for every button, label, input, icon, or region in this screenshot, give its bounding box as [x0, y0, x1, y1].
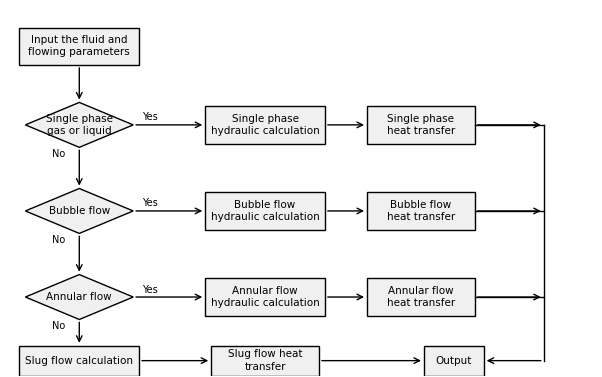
FancyBboxPatch shape [205, 278, 325, 316]
Text: Bubble flow
hydraulic calculation: Bubble flow hydraulic calculation [211, 200, 320, 222]
FancyBboxPatch shape [367, 106, 475, 144]
Text: Slug flow calculation: Slug flow calculation [25, 356, 133, 366]
Text: No: No [52, 235, 66, 245]
Polygon shape [25, 103, 133, 147]
FancyBboxPatch shape [424, 346, 484, 375]
Text: Slug flow heat
transfer: Slug flow heat transfer [228, 349, 302, 372]
Text: No: No [52, 149, 66, 159]
Text: Single phase
heat transfer: Single phase heat transfer [386, 114, 455, 136]
Text: Output: Output [436, 356, 472, 366]
Polygon shape [25, 188, 133, 233]
Text: Bubble flow
heat transfer: Bubble flow heat transfer [386, 200, 455, 222]
Text: Yes: Yes [142, 112, 158, 123]
Text: Annular flow
hydraulic calculation: Annular flow hydraulic calculation [211, 286, 320, 308]
FancyBboxPatch shape [211, 346, 319, 375]
Text: Annular flow
heat transfer: Annular flow heat transfer [386, 286, 455, 308]
FancyBboxPatch shape [367, 278, 475, 316]
FancyBboxPatch shape [205, 192, 325, 230]
FancyBboxPatch shape [19, 28, 139, 65]
Text: Annular flow: Annular flow [46, 292, 112, 302]
Text: Input the fluid and
flowing parameters: Input the fluid and flowing parameters [28, 35, 130, 58]
Text: Bubble flow: Bubble flow [49, 206, 110, 216]
Text: Single phase
gas or liquid: Single phase gas or liquid [46, 114, 113, 136]
FancyBboxPatch shape [19, 346, 139, 375]
FancyBboxPatch shape [205, 106, 325, 144]
FancyBboxPatch shape [367, 192, 475, 230]
Polygon shape [25, 274, 133, 319]
Text: Yes: Yes [142, 198, 158, 208]
Text: Yes: Yes [142, 285, 158, 294]
Text: Single phase
hydraulic calculation: Single phase hydraulic calculation [211, 114, 320, 136]
Text: No: No [52, 321, 66, 331]
